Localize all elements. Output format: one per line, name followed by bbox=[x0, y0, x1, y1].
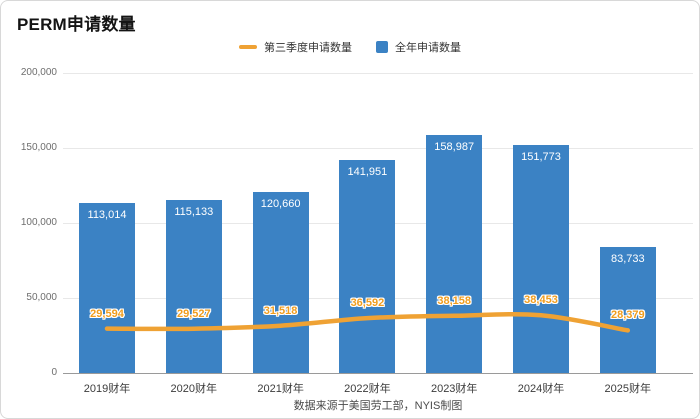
bar-2021财年: 120,660 bbox=[252, 192, 309, 373]
bar-value-label: 158,987 bbox=[434, 140, 475, 153]
bar-2024财年: 151,773 bbox=[513, 145, 569, 373]
bar-2020财年: 115,133 bbox=[165, 200, 222, 373]
gridline-200000 bbox=[63, 72, 693, 74]
bar-2022财年: 141,951 bbox=[339, 160, 396, 373]
bar-series-swatch-icon bbox=[376, 41, 388, 53]
line-value-label: 38,158 bbox=[437, 294, 472, 307]
y-axis-tick-label: 150,000 bbox=[20, 142, 57, 153]
chart-title: PERM申请数量 bbox=[17, 15, 136, 34]
bar-value-label: 141,951 bbox=[347, 166, 388, 179]
bar-2025财年: 83,733 bbox=[599, 247, 656, 373]
y-axis-tick-label: 0 bbox=[51, 367, 57, 378]
bar-2023财年: 158,987 bbox=[426, 134, 483, 373]
line-value-label: 36,592 bbox=[350, 297, 385, 310]
x-axis-tick-label: 2025财年 bbox=[604, 383, 652, 395]
bar-value-label: 113,014 bbox=[87, 209, 127, 222]
line-value-label: 38,453 bbox=[524, 294, 558, 307]
y-axis-tick-label: 100,000 bbox=[20, 217, 57, 228]
y-axis-tick-label: 200,000 bbox=[20, 67, 57, 78]
line-value-label: 28,379 bbox=[610, 309, 645, 322]
bar-2019财年: 113,014 bbox=[79, 203, 135, 373]
line-series-swatch-icon bbox=[239, 45, 257, 49]
data-source-note: 数据来源于美国劳工部，NYIS制图 bbox=[293, 400, 463, 412]
bar-value-label: 120,660 bbox=[260, 198, 301, 210]
legend-item-annual-applications[interactable]: 全年申请数量 bbox=[376, 39, 461, 55]
x-axis-tick-label: 2021财年 bbox=[257, 383, 304, 395]
y-axis-tick-label: 50,000 bbox=[26, 292, 57, 303]
x-axis-tick-label: 2020财年 bbox=[170, 383, 218, 395]
chart-legend: 第三季度申请数量 全年申请数量 bbox=[1, 39, 699, 55]
gridline-150000 bbox=[63, 147, 693, 149]
legend-label-q3: 第三季度申请数量 bbox=[264, 42, 352, 54]
bar-value-label: 151,773 bbox=[521, 151, 561, 164]
legend-item-q3-applications[interactable]: 第三季度申请数量 bbox=[239, 39, 352, 55]
x-axis-tick-label: 2022财年 bbox=[344, 383, 391, 395]
x-axis-tick-label: 2023财年 bbox=[430, 383, 478, 395]
gridline-0 bbox=[63, 372, 693, 374]
line-value-label: 29,594 bbox=[90, 307, 124, 320]
bar-value-label: 115,133 bbox=[174, 206, 214, 219]
x-axis-tick-label: 2019财年 bbox=[83, 383, 131, 395]
legend-label-annual: 全年申请数量 bbox=[395, 42, 461, 54]
x-axis-tick-label: 2024财年 bbox=[517, 383, 565, 395]
line-value-label: 29,527 bbox=[176, 307, 211, 320]
line-value-label: 31,518 bbox=[263, 304, 298, 317]
bar-value-label: 83,733 bbox=[610, 253, 645, 266]
